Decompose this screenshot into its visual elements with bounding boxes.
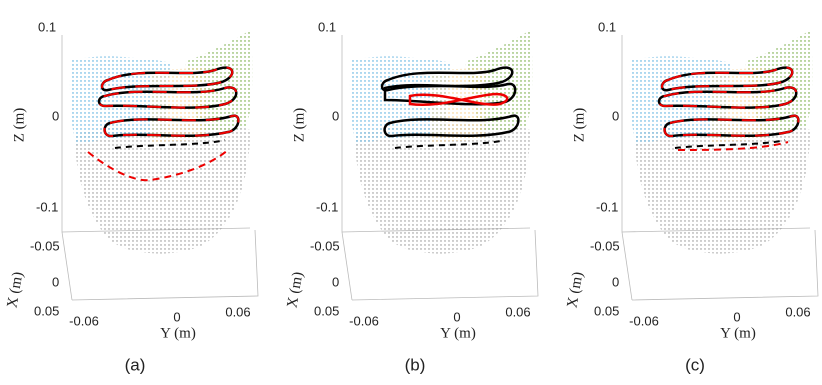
- z-tick-label: 0: [332, 108, 339, 123]
- caption: (b): [405, 355, 426, 374]
- x-tick-label: -0.05: [590, 238, 620, 253]
- y-tick-label: 0: [453, 309, 460, 324]
- trajectory-estimate: [103, 114, 240, 138]
- y-tick-label: -0.06: [349, 313, 379, 328]
- x-tick-label: 0.05: [34, 303, 59, 318]
- axis-line: [631, 229, 819, 301]
- y-axis-label: Y (m): [440, 325, 476, 341]
- x-tick-label: 0.05: [314, 303, 339, 318]
- trajectory-dashed: [114, 139, 226, 149]
- trajectory-estimate: [408, 92, 509, 106]
- trajectory-estimate: [677, 141, 789, 151]
- axis-line: [351, 229, 539, 301]
- y-tick-label: 0.06: [225, 304, 250, 319]
- caption: (c): [685, 355, 705, 374]
- face-points: [355, 124, 530, 254]
- z-axis-label: Z (m): [571, 108, 587, 143]
- trajectory-estimate: [663, 114, 800, 138]
- left-points: [629, 56, 730, 145]
- z-tick-label: 0.1: [598, 19, 616, 34]
- y-tick-label: 0.06: [505, 304, 530, 319]
- panel: 0.1 0 -0.1 Z (m) -0.05 0 0.05 X (m) -0.06 0 0.06 Y …: [564, 19, 819, 374]
- x-axis-label: X (m): [284, 271, 306, 309]
- x-tick-label: 0: [52, 274, 59, 289]
- z-tick-label: 0: [52, 108, 59, 123]
- y-tick-label: 0.06: [785, 304, 810, 319]
- trajectory: [383, 82, 517, 106]
- trajectory: [100, 66, 234, 92]
- x-tick-label: 0.05: [594, 303, 619, 318]
- trajectory-estimate: [98, 86, 238, 109]
- z-tick-label: -0.1: [596, 199, 618, 214]
- z-tick-label: 0: [612, 108, 619, 123]
- y-axis-label: Y (m): [160, 325, 196, 341]
- mid-points: [710, 68, 765, 142]
- left-points: [69, 56, 170, 145]
- face-points: [635, 124, 810, 254]
- panel: 0.1 0 -0.1 Z (m) -0.05 0 0.05 X (m) -0.06 0 0.06 Y …: [4, 19, 259, 374]
- trajectory-estimate: [87, 149, 229, 182]
- z-tick-label: 0.1: [318, 19, 336, 34]
- z-tick-label: -0.1: [316, 199, 338, 214]
- axis-line: [71, 229, 259, 301]
- y-tick-label: -0.06: [69, 313, 99, 328]
- x-tick-label: -0.05: [310, 238, 340, 253]
- y-tick-label: -0.06: [629, 313, 659, 328]
- trajectory-dashed: [394, 139, 506, 149]
- trajectory-dashed: [674, 139, 786, 149]
- trajectory-estimate: [658, 86, 798, 109]
- z-axis-label: Z (m): [291, 108, 307, 143]
- caption: (a): [125, 355, 146, 374]
- x-axis-label: X (m): [4, 271, 26, 309]
- z-tick-label: 0.1: [38, 19, 56, 34]
- y-tick-label: 0: [173, 309, 180, 324]
- face-points: [75, 124, 250, 254]
- x-axis-label: X (m): [564, 271, 586, 309]
- x-tick-label: 0: [332, 274, 339, 289]
- panel: 0.1 0 -0.1 Z (m) -0.05 0 0.05 X (m) -0.06 0 0.06 Y …: [284, 19, 539, 374]
- z-tick-label: -0.1: [36, 199, 58, 214]
- z-axis-label: Z (m): [11, 108, 27, 143]
- mid-points: [150, 68, 205, 142]
- trajectory: [383, 114, 520, 138]
- trajectory: [660, 66, 794, 92]
- y-axis-label: Y (m): [720, 325, 756, 341]
- y-tick-label: 0: [733, 309, 740, 324]
- x-tick-label: 0: [612, 274, 619, 289]
- x-tick-label: -0.05: [30, 238, 60, 253]
